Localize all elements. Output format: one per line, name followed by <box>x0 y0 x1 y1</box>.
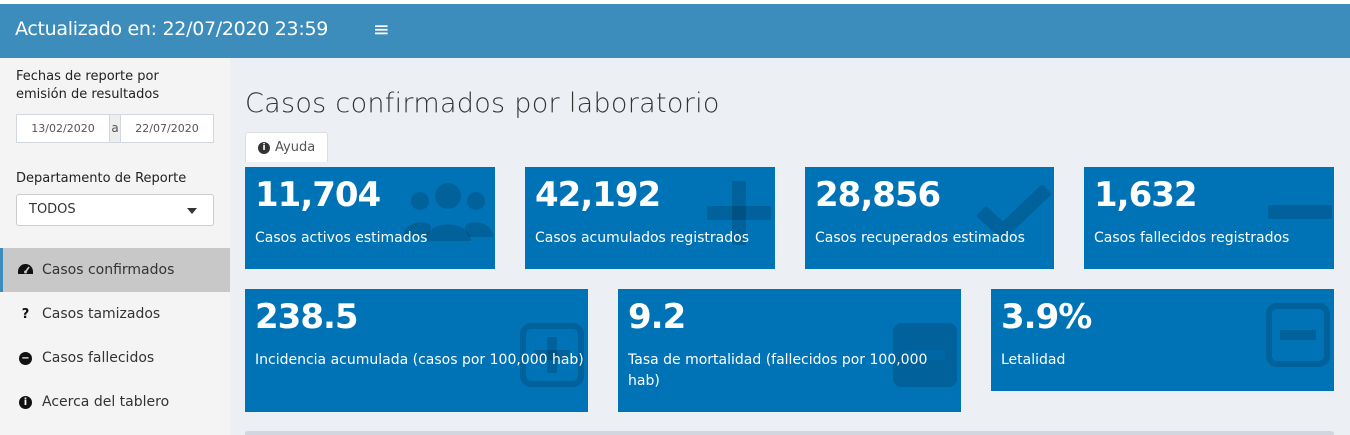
minus-icon <box>1268 205 1332 219</box>
value-box-incidencia: 238.5 Incidencia acumulada (casos por 10… <box>245 289 588 412</box>
sidebar-item-label: Casos tamizados <box>42 306 161 322</box>
question-icon: ? <box>21 306 30 322</box>
page-title: Casos confirmados por laboratorio <box>245 88 720 119</box>
plus-square-icon <box>520 323 584 387</box>
minus-square-outline-icon <box>1266 303 1330 367</box>
minus-circle-icon: − <box>17 351 34 365</box>
value-casos-acumulados: 42,192 <box>535 175 661 215</box>
sidebar-item-label: Casos fallecidos <box>42 350 155 366</box>
sidebar-item-label: Acerca del tablero <box>42 394 170 410</box>
value-casos-recuperados: 28,856 <box>815 175 941 215</box>
date-range-picker: a <box>16 114 214 143</box>
info-circle-icon: i <box>17 395 34 409</box>
info-icon: i <box>258 141 270 154</box>
value-incidencia: 238.5 <box>255 297 359 337</box>
hamburger-icon[interactable]: ≡ <box>373 17 390 41</box>
dashboard-icon <box>17 263 34 277</box>
department-label: Departamento de Reporte <box>16 171 187 186</box>
value-casos-activos: 11,704 <box>255 175 381 215</box>
minus-square-icon <box>893 323 957 387</box>
value-box-casos-activos: 11,704 Casos activos estimados <box>245 167 495 269</box>
sidebar-item-casos-confirmados[interactable]: Casos confirmados <box>0 248 230 292</box>
label-tasa-mortalidad: Tasa de mortalidad (fallecidos por 100,0… <box>628 352 928 389</box>
value-box-letalidad: 3.9% Letalidad <box>991 289 1334 391</box>
label-letalidad: Letalidad <box>1001 352 1066 368</box>
header-bar: Actualizado en: 22/07/2020 23:59 ≡ <box>0 0 1350 58</box>
value-box-casos-fallecidos: 1,632 Casos fallecidos registrados <box>1084 167 1334 269</box>
value-tasa-mortalidad: 9.2 <box>628 297 686 337</box>
label-casos-activos: Casos activos estimados <box>255 230 428 246</box>
department-selected-value: TODOS <box>29 202 76 217</box>
label-casos-acumulados: Casos acumulados registrados <box>535 230 749 246</box>
sidebar-menu: Casos confirmados ? Casos tamizados − Ca… <box>0 248 230 424</box>
sidebar-item-casos-tamizados[interactable]: ? Casos tamizados <box>0 292 230 336</box>
chart-panel-top <box>245 431 1334 435</box>
users-icon <box>403 181 493 245</box>
value-box-tasa-mortalidad: 9.2 Tasa de mortalidad (fallecidos por 1… <box>618 289 961 412</box>
check-icon <box>977 185 1051 241</box>
value-box-casos-acumulados: 42,192 Casos acumulados registrados <box>525 167 775 269</box>
department-select[interactable]: TODOS <box>16 194 214 226</box>
date-end-input[interactable] <box>121 115 213 142</box>
sidebar-item-label: Casos confirmados <box>42 262 175 278</box>
value-box-casos-recuperados: 28,856 Casos recuperados estimados <box>805 167 1054 269</box>
label-incidencia: Incidencia acumulada (casos por 100,000 … <box>255 352 584 368</box>
sidebar-item-casos-fallecidos[interactable]: − Casos fallecidos <box>0 336 230 380</box>
value-letalidad: 3.9% <box>1001 297 1092 337</box>
header-title: Actualizado en: 22/07/2020 23:59 <box>15 18 329 40</box>
tab-ayuda[interactable]: i Ayuda <box>245 132 329 162</box>
plus-icon <box>707 181 771 245</box>
label-casos-recuperados: Casos recuperados estimados <box>815 230 1025 246</box>
sidebar-item-acerca[interactable]: i Acerca del tablero <box>0 380 230 424</box>
date-range-label: Fechas de reporte por emisión de resulta… <box>16 69 160 102</box>
chevron-down-icon <box>187 208 197 214</box>
sidebar: Fechas de reporte por emisión de resulta… <box>0 58 230 435</box>
tab-ayuda-label: Ayuda <box>275 140 316 155</box>
date-start-input[interactable] <box>17 115 109 142</box>
label-casos-fallecidos: Casos fallecidos registrados <box>1094 230 1290 246</box>
value-casos-fallecidos: 1,632 <box>1094 175 1198 215</box>
date-separator: a <box>109 115 121 142</box>
